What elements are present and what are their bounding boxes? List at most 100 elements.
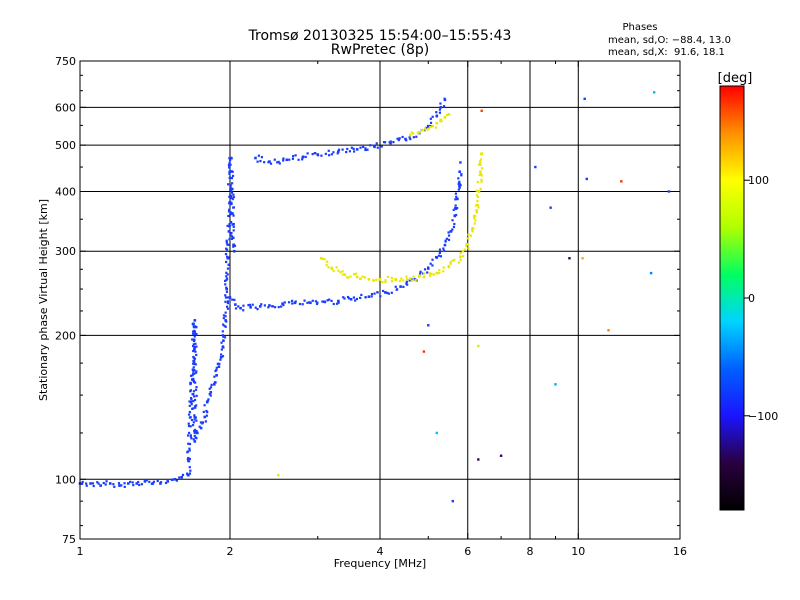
trace-point <box>395 288 398 291</box>
trace-point <box>194 371 198 374</box>
trace-point <box>294 154 297 157</box>
trace-point <box>330 267 334 270</box>
trace-point <box>474 214 477 218</box>
trace-point <box>352 273 356 276</box>
trace-point <box>80 482 84 485</box>
trace-point <box>287 301 291 304</box>
trace-point <box>439 102 442 105</box>
trace-point <box>360 293 363 297</box>
trace-point <box>412 136 415 139</box>
trace-point <box>479 158 483 161</box>
trace-point <box>349 297 353 301</box>
trace-point <box>458 170 461 174</box>
trace-point <box>193 405 197 408</box>
scatter-point <box>499 454 503 457</box>
trace-point <box>475 209 478 212</box>
trace-point <box>279 305 283 308</box>
trace-point <box>175 479 178 482</box>
trace-point <box>225 287 229 291</box>
trace-point <box>415 135 418 138</box>
trace-point <box>474 204 477 207</box>
trace-point <box>475 203 479 206</box>
trace-point <box>191 374 194 377</box>
trace-point <box>409 138 412 141</box>
trace-point <box>225 260 228 264</box>
trace-point <box>189 469 192 472</box>
trace-point <box>249 305 252 309</box>
trace-point <box>384 291 387 294</box>
trace-point <box>465 244 468 247</box>
trace-point <box>194 406 197 409</box>
trace-point <box>459 252 462 255</box>
trace-point <box>227 263 230 266</box>
chart-subtitle: RwPretec (8p) <box>331 42 429 58</box>
trace-point <box>435 111 438 114</box>
trace-point <box>221 330 224 333</box>
trace-point <box>214 381 217 384</box>
trace-point <box>341 270 344 273</box>
trace-point <box>226 300 230 303</box>
trace-point <box>474 219 477 222</box>
trace-point <box>228 195 231 198</box>
trace-point <box>228 161 231 165</box>
trace-point <box>479 161 482 164</box>
trace-point <box>228 296 231 299</box>
trace-point <box>191 379 194 382</box>
trace-point <box>439 255 443 258</box>
scatter-point <box>534 165 537 169</box>
trace-point <box>402 285 405 288</box>
trace-point <box>225 278 228 282</box>
trace-point <box>180 475 184 479</box>
trace-point <box>192 372 195 375</box>
trace-point <box>404 137 407 141</box>
trace-point <box>285 158 289 162</box>
trace-point <box>224 311 227 314</box>
trace-point <box>230 187 233 190</box>
trace-point <box>316 154 320 157</box>
trace-point <box>194 416 197 419</box>
trace-point <box>193 431 196 434</box>
trace-point <box>367 278 371 281</box>
trace-point <box>294 300 297 303</box>
trace-point <box>191 424 195 427</box>
trace-point <box>135 482 139 485</box>
trace-point <box>405 275 408 278</box>
trace-point <box>209 391 213 394</box>
scatter-point <box>652 91 656 94</box>
trace-point <box>189 390 192 393</box>
trace-point <box>85 482 88 485</box>
trace-point <box>389 141 392 145</box>
trace-point <box>137 480 140 484</box>
trace-point <box>443 115 447 119</box>
trace-point <box>91 482 95 485</box>
trace-point <box>193 361 196 364</box>
trace-point <box>480 178 483 181</box>
trace-point <box>435 271 439 275</box>
trace-point <box>421 128 424 132</box>
scatter-point <box>549 206 552 209</box>
trace-point <box>476 195 479 199</box>
trace-point <box>397 138 400 142</box>
trace-point <box>478 160 482 163</box>
trace-point <box>105 480 108 483</box>
trace-point <box>445 237 448 240</box>
trace-point <box>406 283 409 286</box>
trace-point <box>476 180 479 184</box>
trace-point <box>328 298 331 301</box>
trace-point <box>193 329 196 332</box>
trace-point <box>229 202 233 206</box>
trace-point <box>332 302 335 306</box>
trace-point <box>431 124 434 128</box>
trace-point <box>228 238 231 241</box>
trace-point <box>346 295 350 299</box>
trace-point <box>302 155 305 158</box>
trace-point <box>466 243 470 246</box>
trace-point <box>470 229 474 232</box>
trace-point <box>304 155 307 159</box>
trace-point <box>192 390 196 393</box>
trace-point <box>251 303 254 306</box>
trace-point <box>225 239 228 242</box>
trace-point <box>221 345 224 349</box>
trace-point <box>347 297 350 300</box>
trace-point <box>326 299 329 302</box>
